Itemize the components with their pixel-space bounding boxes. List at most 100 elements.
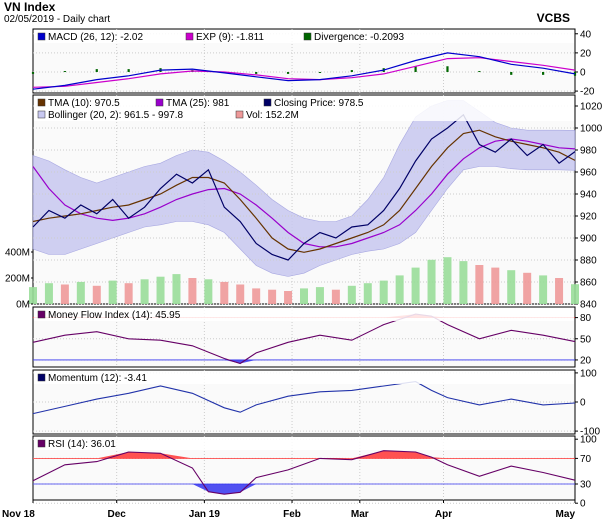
legend-swatch [37, 373, 46, 382]
tma10-line [32, 129, 576, 253]
volume-tick-label: 400M [5, 248, 30, 259]
legend-swatch [37, 110, 46, 119]
volume-bar [124, 283, 133, 304]
price-tick-label: 960 [580, 168, 597, 179]
volume-bar [363, 283, 372, 304]
volume-bar [315, 287, 324, 304]
volume-bar [347, 285, 356, 304]
legend-label: Money Flow Index (14): 45.95 [48, 310, 181, 321]
legend-bg [34, 371, 574, 384]
volume-bar [140, 279, 149, 304]
volume-bar [76, 281, 85, 304]
divergence-bar [318, 71, 322, 73]
legend-swatch [303, 32, 312, 41]
volume-bar [539, 275, 548, 304]
legend-bg [34, 437, 574, 450]
legend-swatch [37, 439, 46, 448]
legend-swatch [185, 32, 194, 41]
price-tick-label: 900 [580, 234, 597, 245]
osc3-tick-label: 100 [580, 368, 597, 379]
volume-bar [268, 289, 277, 304]
price-tick-label: 840 [580, 300, 597, 311]
volume-bar [284, 291, 293, 304]
macd-tick-label: -20 [580, 87, 595, 98]
divergence-bar [414, 66, 417, 72]
legend-label: Momentum (12): -3.41 [48, 373, 147, 384]
divergence-bar [31, 71, 35, 74]
legend-swatch [37, 310, 46, 319]
volume-bar [331, 289, 340, 304]
osc3-tick-label: 0 [580, 398, 586, 409]
macd-tick-label: 40 [580, 29, 592, 40]
divergence-bar [255, 71, 258, 74]
osc3-tick-label: -100 [580, 427, 600, 438]
volume-bar [395, 275, 404, 304]
volume-bar [443, 257, 452, 304]
volume-bar [427, 259, 436, 304]
volume-bar [379, 280, 388, 304]
macd-tick-label: 0 [580, 67, 586, 78]
divergence-bar [127, 69, 130, 72]
legend-bg [34, 308, 574, 321]
volume-bar [204, 279, 213, 304]
indicator-line [32, 450, 576, 495]
legend-swatch [37, 98, 46, 107]
price-tick-label: 1020 [580, 102, 603, 113]
x-tick-label: Jan 19 [189, 509, 221, 520]
volume-bar [571, 284, 579, 304]
divergence-bar [542, 71, 545, 75]
legend-swatch [235, 110, 244, 119]
indicator-line [32, 313, 576, 365]
x-tick-label: Apr [435, 509, 452, 520]
volume-bar [252, 288, 261, 304]
volume-bar [172, 274, 181, 304]
price-tick-label: 1000 [580, 124, 603, 135]
volume-bar [220, 281, 229, 304]
volume-bar [459, 261, 468, 304]
x-tick-label: Dec [108, 509, 127, 520]
divergence-bar [95, 69, 98, 72]
volume-bar [236, 284, 245, 304]
volume-bar [475, 265, 484, 304]
legend-label: MACD (26, 12): -2.02 [48, 32, 143, 43]
legend-label: Bollinger (20, 2): 961.5 - 997.8 [48, 110, 184, 121]
osc2-tick-label: 20 [580, 355, 592, 366]
price-tick-label: 940 [580, 190, 597, 201]
bollinger-band [32, 100, 576, 277]
volume-bar [60, 284, 69, 304]
volume-bar [491, 267, 500, 304]
legend-bg [34, 96, 574, 121]
divergence-bar [478, 71, 481, 73]
volume-bar [29, 287, 37, 304]
indicator-line [32, 381, 576, 415]
osc4-tick-label: 30 [580, 480, 592, 491]
macd-tick-label: 20 [580, 48, 592, 59]
close-line [32, 113, 576, 261]
volume-bar [188, 278, 197, 304]
price-tick-label: 920 [580, 212, 597, 223]
divergence-bar [350, 70, 353, 72]
volume-bar [44, 283, 53, 304]
legend-label: Closing Price: 978.5 [274, 98, 364, 109]
x-tick-label: Nov 18 [2, 509, 35, 520]
volume-bar [411, 267, 420, 304]
volume-bar [555, 278, 564, 304]
legend-label: EXP (9): -1.811 [196, 32, 264, 43]
volume-bar [507, 270, 516, 304]
divergence-bar [446, 66, 449, 72]
osc4-tick-label: 100 [580, 435, 597, 446]
price-tick-label: 860 [580, 278, 597, 289]
brand-label: VCBS [536, 11, 570, 25]
osc4-tick-label: 70 [580, 454, 592, 465]
volume-bar [523, 272, 532, 304]
x-tick-label: May [556, 509, 576, 520]
x-tick-label: Feb [283, 509, 301, 520]
volume-tick-label: 200M [5, 274, 30, 285]
chart-subtitle: 02/05/2019 - Daily chart [4, 14, 111, 25]
legend-swatch [37, 32, 46, 41]
divergence-bar [63, 71, 66, 73]
volume-bar [92, 285, 101, 304]
legend-label: TMA (25): 981 [166, 98, 230, 109]
volume-bar [300, 288, 308, 304]
